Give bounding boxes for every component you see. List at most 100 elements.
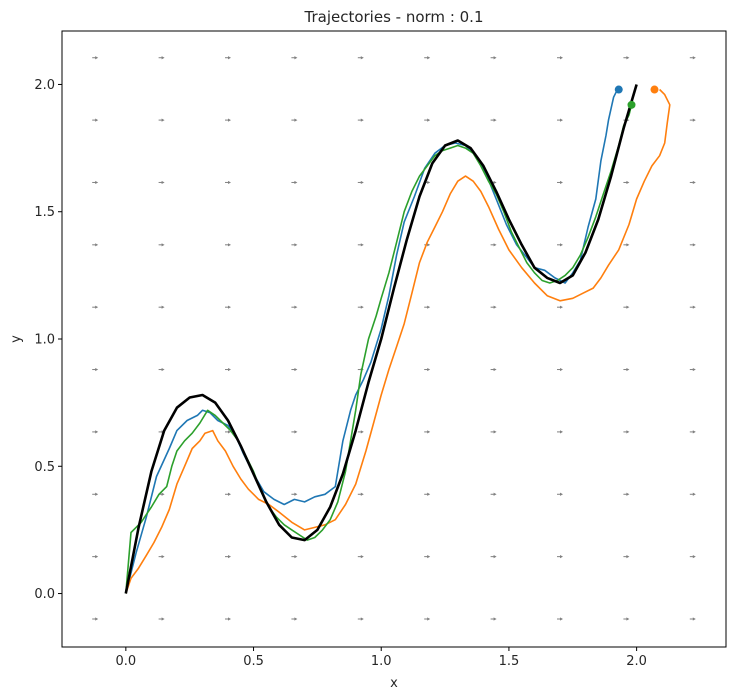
quiver-arrow [92,118,99,122]
quiver-arrow [92,180,99,185]
quiver-arrow [291,367,298,372]
quiver-arrow [557,56,563,60]
quiver-arrow [291,180,298,185]
y-tick-label: 1.5 [34,205,55,220]
y-tick-label: 1.0 [34,333,55,348]
endpoint-markers [614,85,659,109]
quiver-arrow [689,367,696,372]
quiver-arrow [291,555,298,559]
quiver-arrow [158,367,165,372]
quiver-arrow [557,367,563,372]
quiver-arrow [424,430,431,434]
trajectory-end-marker-1 [614,85,623,94]
quiver-arrow [557,492,563,496]
quiver-arrow [623,367,630,372]
quiver-arrow [158,617,165,621]
quiver-arrow [689,492,696,496]
quiver-field [92,56,696,621]
quiver-arrow [557,243,563,247]
y-axis-label: y [9,335,24,343]
quiver-arrow [557,118,563,122]
x-tick-label: 2.0 [626,654,647,669]
quiver-arrow [357,118,364,122]
quiver-arrow [225,243,231,247]
quiver-arrow [557,617,563,621]
x-tick-label: 0.5 [243,654,264,669]
quiver-arrow [225,56,231,60]
quiver-arrow [225,430,231,434]
quiver-arrow [490,617,497,621]
quiver-arrow [158,243,165,247]
y-tick-label: 2.0 [34,78,55,93]
quiver-arrow [92,430,99,434]
quiver-arrow [225,555,231,559]
trajectory-end-marker-2 [650,85,659,94]
quiver-arrow [424,617,431,621]
trajectory-line-2 [125,88,671,594]
quiver-arrow [357,56,364,60]
quiver-arrow [291,617,298,621]
quiver-arrow [92,243,99,247]
quiver-arrow [424,492,431,496]
quiver-arrow [490,118,497,122]
quiver-arrow [158,305,165,309]
quiver-arrow [92,56,99,60]
quiver-arrow [291,305,298,309]
quiver-arrow [490,56,497,60]
quiver-arrow [623,492,630,496]
quiver-arrow [557,180,563,185]
quiver-arrow [424,118,431,122]
quiver-arrow [623,243,630,247]
quiver-arrow [92,367,99,372]
quiver-arrow [92,305,99,309]
quiver-arrow [92,492,99,496]
x-axis-label: x [390,676,398,691]
quiver-arrow [623,555,630,559]
quiver-arrow [291,56,298,60]
quiver-arrow [557,305,563,309]
y-tick-label: 0.0 [34,587,55,602]
x-tick-label: 1.5 [499,654,520,669]
y-tick-label: 0.5 [34,460,55,475]
quiver-arrow [225,305,231,309]
quiver-arrow [490,243,497,247]
quiver-arrow [225,118,231,122]
quiver-arrow [689,180,696,185]
quiver-arrow [357,492,364,496]
quiver-arrow [92,617,99,621]
quiver-arrow [225,492,231,496]
x-tick-label: 1.0 [371,654,392,669]
reference-curve-layer [124,84,638,594]
quiver-arrow [623,56,630,60]
x-tick-label: 0.0 [116,654,137,669]
quiver-arrow [689,118,696,122]
quiver-arrow [490,367,497,372]
quiver-arrow [689,617,696,621]
quiver-arrow [158,56,165,60]
quiver-arrow [623,430,630,434]
quiver-arrow [689,243,696,247]
quiver-arrow [424,367,431,372]
trajectory-end-marker-3 [627,100,636,109]
quiver-arrow [357,305,364,309]
quiver-arrow [689,555,696,559]
quiver-arrow [490,305,497,309]
quiver-arrow [689,430,696,434]
quiver-arrow [490,492,497,496]
quiver-arrow [689,305,696,309]
quiver-arrow [623,305,630,309]
quiver-arrow [291,118,298,122]
reference-curve [124,84,638,594]
axis-ticks: 0.0 0.5 1.0 1.5 2.0 0.0 0.5 1.0 1.5 2.0 [34,78,647,669]
quiver-arrow [158,118,165,122]
trajectory-line-3 [125,104,633,594]
quiver-arrow [158,555,165,559]
quiver-arrow [623,180,630,185]
quiver-arrow [225,180,231,185]
quiver-arrow [424,305,431,309]
quiver-arrow [92,555,99,559]
quiver-arrow [490,555,497,559]
quiver-arrow [291,492,298,496]
quiver-arrow [357,430,364,434]
